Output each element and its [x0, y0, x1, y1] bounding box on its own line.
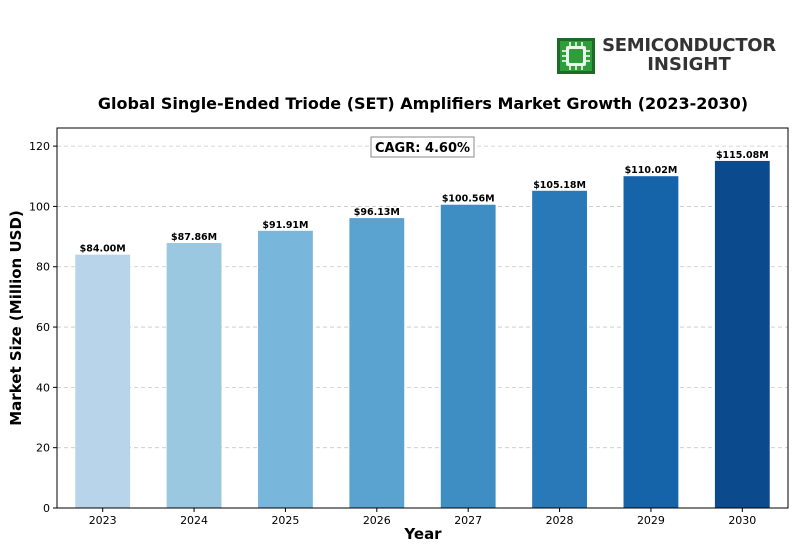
logo-line-2: INSIGHT [647, 54, 731, 75]
data-label-2028: $105.18M [533, 180, 586, 191]
x-tick-label-2026: 2026 [363, 514, 391, 527]
data-label-2029: $110.02M [625, 165, 678, 176]
x-tick-label-2024: 2024 [180, 514, 208, 527]
bar-2028 [532, 190, 587, 509]
cagr-label: CAGR: 4.60% [375, 141, 470, 156]
x-tick-label-2027: 2027 [454, 514, 482, 527]
x-tick-label-2029: 2029 [637, 514, 665, 527]
plot-frame [56, 127, 789, 509]
x-axis-ticks: 2023 2024 2025 2026 2027 2028 2029 2030 [89, 508, 756, 527]
bar-2029 [623, 176, 679, 508]
data-label-2024: $87.86M [171, 232, 217, 243]
bar-2024 [166, 243, 222, 508]
y-tick-label: 120 [29, 140, 50, 153]
x-tick-label-2023: 2023 [89, 514, 117, 527]
data-label-2025: $91.91M [262, 220, 308, 231]
y-tick-label: 80 [36, 261, 50, 274]
x-tick-label-2030: 2030 [728, 514, 756, 527]
logo-text: SEMICONDUCTOR INSIGHT [599, 36, 779, 74]
data-label-2026: $96.13M [354, 207, 400, 218]
chip-icon [557, 38, 595, 74]
bar-2030 [714, 160, 770, 508]
logo-line-1: SEMICONDUCTOR [602, 35, 776, 56]
bar-2027 [440, 204, 496, 508]
data-label-2030: $115.08M [716, 150, 769, 161]
bar-2023 [75, 254, 131, 508]
x-tick-label-2025: 2025 [271, 514, 299, 527]
data-label-2027: $100.56M [442, 194, 495, 205]
y-tick-label: 40 [36, 381, 50, 394]
data-label-2023: $84.00M [80, 244, 126, 255]
x-axis-label: Year [403, 525, 442, 543]
cagr-annotation: CAGR: 4.60% [370, 136, 475, 158]
y-tick-label: 20 [36, 442, 50, 455]
cagr-box [370, 136, 475, 158]
y-tick-label: 100 [29, 200, 50, 213]
data-labels: $84.00M $87.86M $91.91M $96.13M $100.56M $105… [80, 150, 769, 255]
y-axis-label: Market Size (Million USD) [7, 210, 25, 426]
y-tick-label: 60 [36, 321, 50, 334]
bar-2025 [258, 230, 313, 509]
semiconductor-insight-logo: SEMICONDUCTOR INSIGHT [557, 36, 777, 78]
x-tick-label-2028: 2028 [546, 514, 574, 527]
bar-2026 [349, 218, 405, 509]
bars [75, 160, 770, 509]
y-axis-ticks: 0 20 40 60 80 100 120 [29, 140, 57, 515]
y-tick-label: 0 [43, 502, 50, 515]
chart-title: Global Single-Ended Triode (SET) Amplifi… [98, 94, 748, 113]
